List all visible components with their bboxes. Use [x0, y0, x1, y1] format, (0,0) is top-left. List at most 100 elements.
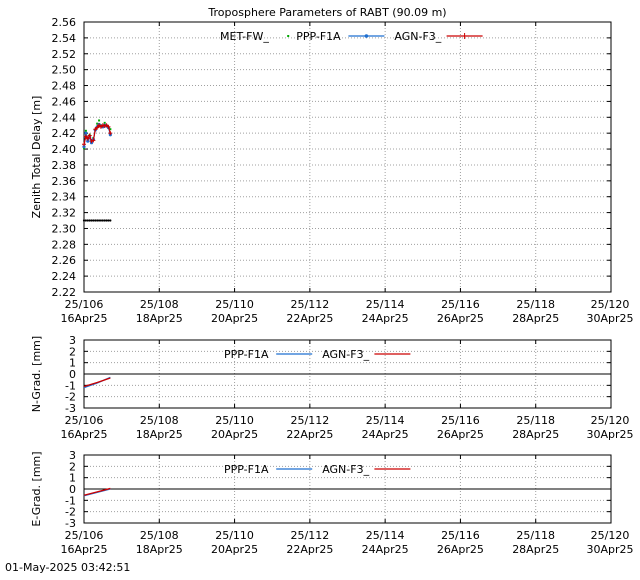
x-tick-label-doy: 25/118 — [516, 298, 555, 311]
data-point — [103, 121, 106, 124]
y-tick-label: 0 — [69, 483, 76, 496]
y-tick-label: -1 — [65, 379, 76, 392]
x-tick-label-date: 16Apr25 — [60, 428, 107, 441]
x-tick-label-date: 24Apr25 — [362, 543, 409, 556]
x-tick-label-date: 28Apr25 — [512, 543, 559, 556]
y-tick-label: 2.42 — [52, 127, 77, 140]
legend-label: MET-FW_ — [220, 30, 269, 43]
x-tick-label-date: 20Apr25 — [211, 428, 258, 441]
x-tick-label-doy: 25/110 — [215, 414, 254, 427]
x-tick-label-date: 28Apr25 — [512, 428, 559, 441]
x-tick-label-date: 30Apr25 — [586, 312, 633, 325]
x-tick-label-date: 20Apr25 — [211, 312, 258, 325]
y-tick-label: 2 — [69, 345, 76, 358]
data-point — [100, 123, 105, 128]
series-line-2 — [83, 487, 111, 496]
data-point — [86, 219, 89, 222]
x-tick-label-doy: 25/106 — [65, 414, 104, 427]
legend-label: AGN-F3_ — [322, 463, 369, 476]
data-point — [87, 133, 92, 138]
data-point — [96, 122, 99, 125]
y-axis-label: Zenith Total Delay [m] — [30, 96, 43, 219]
y-tick-label: 2.30 — [52, 222, 77, 235]
y-tick-label: 2.22 — [52, 286, 77, 299]
y-tick-label: 3 — [69, 449, 76, 462]
y-tick-label: -2 — [65, 506, 76, 519]
data-point — [84, 219, 87, 222]
y-tick-label: 2.34 — [52, 191, 77, 204]
x-tick-label-date: 26Apr25 — [437, 312, 484, 325]
data-point — [91, 138, 96, 143]
data-point — [89, 139, 94, 144]
y-tick-label: 1 — [69, 357, 76, 370]
x-tick-label-date: 24Apr25 — [362, 312, 409, 325]
x-tick-label-doy: 25/106 — [65, 529, 104, 542]
y-tick-label: 2.36 — [52, 175, 77, 188]
x-tick-label-date: 28Apr25 — [512, 312, 559, 325]
x-tick-label-doy: 25/116 — [441, 298, 480, 311]
data-point — [107, 219, 110, 222]
y-tick-label: -3 — [65, 517, 76, 530]
x-tick-label-doy: 25/110 — [215, 529, 254, 542]
y-tick-label: 2.44 — [52, 111, 77, 124]
x-tick-label-date: 24Apr25 — [362, 428, 409, 441]
data-point — [86, 139, 90, 143]
y-tick-label: -3 — [65, 402, 76, 415]
y-tick-label: 0 — [69, 368, 76, 381]
data-point — [101, 219, 104, 222]
x-tick-label-date: 30Apr25 — [586, 543, 633, 556]
plot-frame — [83, 339, 612, 409]
x-tick-label-doy: 25/114 — [366, 298, 405, 311]
data-point — [82, 142, 86, 147]
y-tick-label: 1 — [69, 472, 76, 485]
x-tick-label-doy: 25/112 — [291, 414, 330, 427]
x-tick-label-date: 18Apr25 — [136, 312, 183, 325]
x-tick-label-doy: 25/120 — [591, 529, 630, 542]
data-point — [90, 219, 93, 222]
data-point — [82, 145, 86, 149]
data-point — [84, 131, 88, 135]
legend-label: PPP-F1A — [224, 463, 269, 476]
x-tick-label-doy: 25/110 — [215, 298, 254, 311]
data-point — [109, 219, 112, 222]
x-tick-label-doy: 25/120 — [591, 414, 630, 427]
legend-label: AGN-F3_ — [394, 30, 441, 43]
x-tick-label-date: 20Apr25 — [211, 543, 258, 556]
legend-symbol — [287, 35, 290, 37]
data-point — [97, 219, 101, 222]
x-tick-label-doy: 25/118 — [516, 529, 555, 542]
y-tick-label: -2 — [65, 391, 76, 404]
y-tick-label: 2.32 — [52, 207, 77, 220]
data-point — [96, 219, 99, 222]
y-tick-label: -1 — [65, 494, 76, 507]
x-tick-label-doy: 25/114 — [366, 529, 405, 542]
series-line-2 — [83, 377, 111, 388]
data-point — [94, 219, 97, 222]
x-tick-label-doy: 25/120 — [591, 298, 630, 311]
plot-frame — [83, 21, 612, 293]
x-tick-label-doy: 25/106 — [65, 298, 104, 311]
data-point — [105, 219, 108, 222]
x-tick-label-date: 16Apr25 — [60, 312, 107, 325]
y-tick-label: 2.56 — [52, 16, 77, 29]
data-point — [95, 125, 100, 130]
data-point — [88, 219, 91, 222]
legend-symbol — [364, 34, 369, 38]
y-tick-label: 2.24 — [52, 270, 77, 283]
data-point — [108, 131, 113, 136]
x-tick-label-doy: 25/118 — [516, 414, 555, 427]
x-tick-label-date: 18Apr25 — [136, 428, 183, 441]
data-point — [84, 129, 87, 132]
data-point — [92, 219, 95, 222]
timestamp: 01-May-2025 03:42:51 — [5, 561, 131, 574]
data-point — [106, 124, 111, 129]
x-tick-label-date: 30Apr25 — [586, 428, 633, 441]
x-tick-label-date: 26Apr25 — [437, 428, 484, 441]
x-tick-label-date: 16Apr25 — [60, 543, 107, 556]
x-tick-label-doy: 25/114 — [366, 414, 405, 427]
y-tick-label: 2.38 — [52, 159, 77, 172]
data-point — [83, 134, 88, 139]
data-point — [103, 219, 106, 222]
